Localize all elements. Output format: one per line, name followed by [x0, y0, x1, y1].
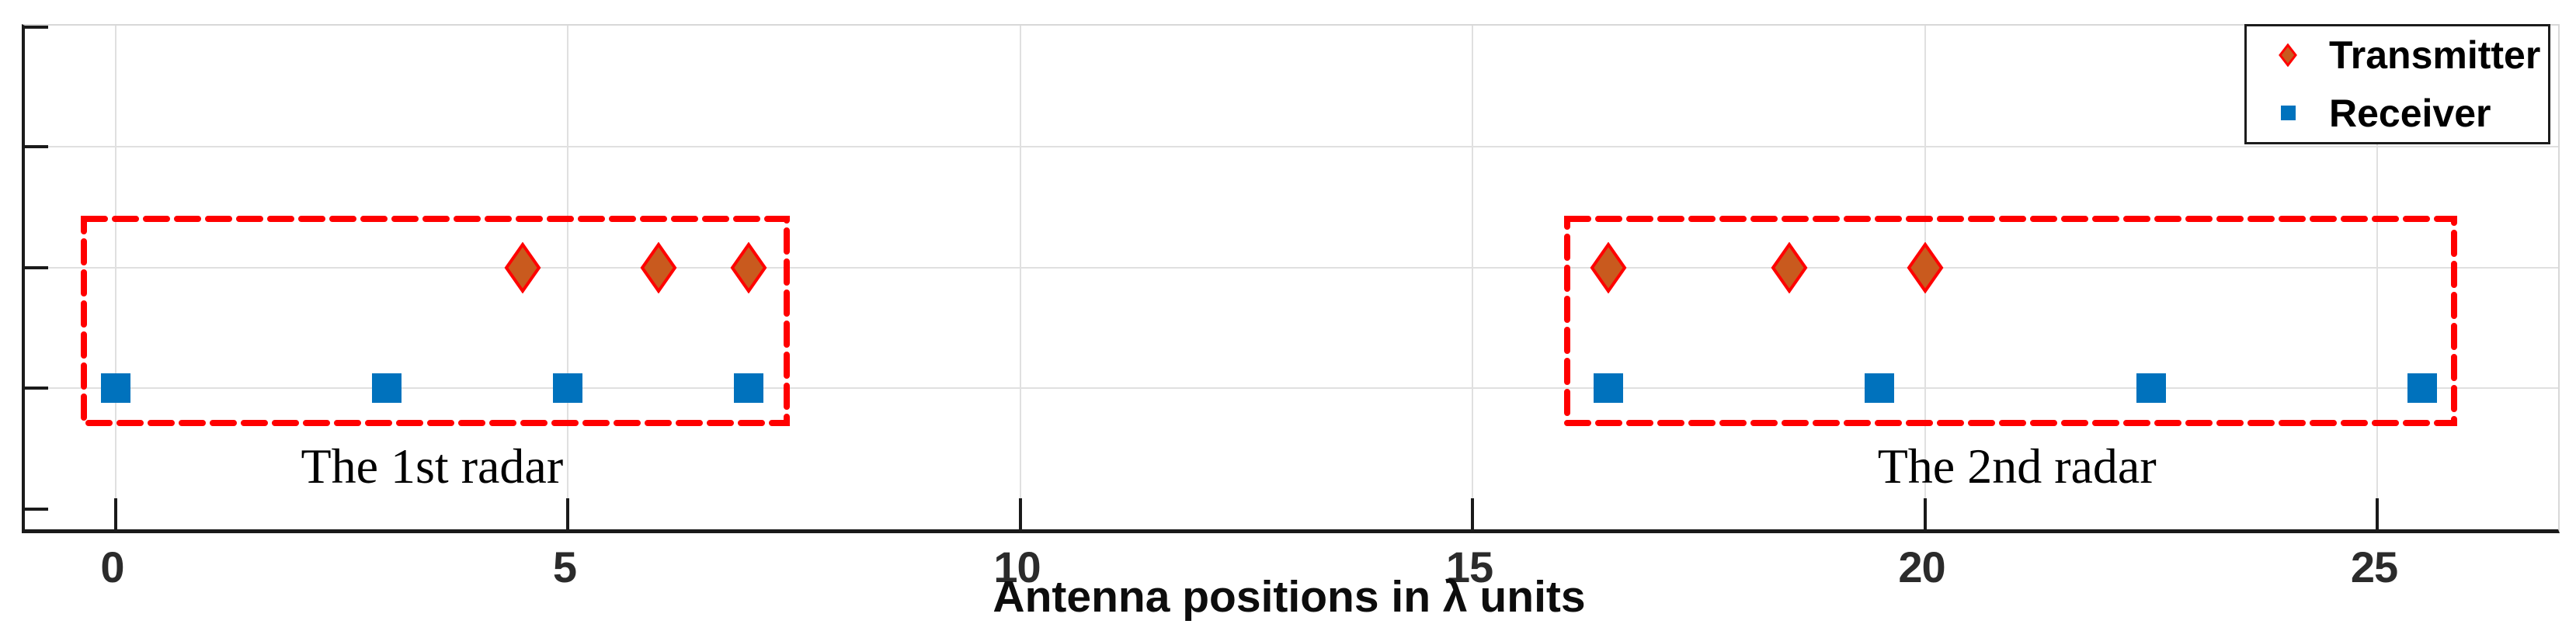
legend: Transmitter Receiver — [2244, 24, 2550, 144]
x-tick-mark — [2376, 498, 2379, 529]
x-tick-mark — [566, 498, 569, 529]
x-tick-label: 25 — [2350, 543, 2398, 591]
radar-2-caption: The 2nd radar — [1877, 439, 2157, 494]
vertical-gridline — [1019, 26, 1021, 529]
x-axis-label: Antenna positions in λ units — [993, 572, 1586, 622]
legend-label-transmitter: Transmitter — [2329, 33, 2541, 78]
vertical-gridline — [114, 26, 116, 529]
plot-area — [22, 24, 2560, 533]
x-tick-label: 10 — [993, 543, 1041, 591]
transmitter-diamond-icon — [2268, 43, 2307, 68]
vertical-gridline — [1472, 26, 1473, 529]
x-tick-label: 15 — [1445, 543, 1493, 591]
receiver-marker — [2136, 373, 2166, 404]
receiver-marker — [553, 373, 582, 404]
x-tick-label: 20 — [1898, 543, 1945, 591]
x-tick-label: 5 — [552, 543, 577, 591]
x-tick-mark — [1471, 498, 1474, 529]
x-tick-mark — [113, 498, 117, 529]
y-tick-mark — [25, 508, 48, 511]
x-tick-mark — [1018, 498, 1022, 529]
horizontal-gridline — [25, 145, 2558, 147]
transmitter-marker — [730, 241, 767, 293]
transmitter-marker — [1907, 241, 1944, 293]
vertical-gridline — [567, 26, 568, 529]
radar-box — [76, 211, 794, 431]
y-tick-mark — [25, 144, 48, 148]
radar-box — [1559, 211, 2462, 431]
y-tick-mark — [25, 265, 48, 269]
horizontal-gridline — [25, 266, 2558, 269]
radar-1-caption: The 1st radar — [301, 439, 564, 494]
transmitter-marker — [640, 241, 677, 293]
legend-item-receiver: Receiver — [2247, 85, 2548, 143]
y-tick-mark — [25, 26, 48, 29]
receiver-marker — [1593, 373, 1623, 404]
transmitter-marker — [1590, 241, 1627, 293]
receiver-square-icon — [2268, 106, 2307, 121]
x-tick-label: 0 — [100, 543, 124, 591]
transmitter-marker — [504, 241, 541, 293]
receiver-marker — [100, 373, 130, 404]
legend-item-transmitter: Transmitter — [2247, 26, 2548, 85]
receiver-marker — [734, 373, 763, 404]
receiver-marker — [372, 373, 402, 404]
receiver-marker — [1865, 373, 1895, 404]
legend-label-receiver: Receiver — [2329, 91, 2491, 135]
transmitter-marker — [1771, 241, 1808, 293]
receiver-marker — [2407, 373, 2438, 404]
y-tick-mark — [25, 387, 48, 390]
vertical-gridline — [2376, 26, 2378, 529]
horizontal-gridline — [25, 387, 2558, 390]
x-tick-mark — [1923, 498, 1927, 529]
